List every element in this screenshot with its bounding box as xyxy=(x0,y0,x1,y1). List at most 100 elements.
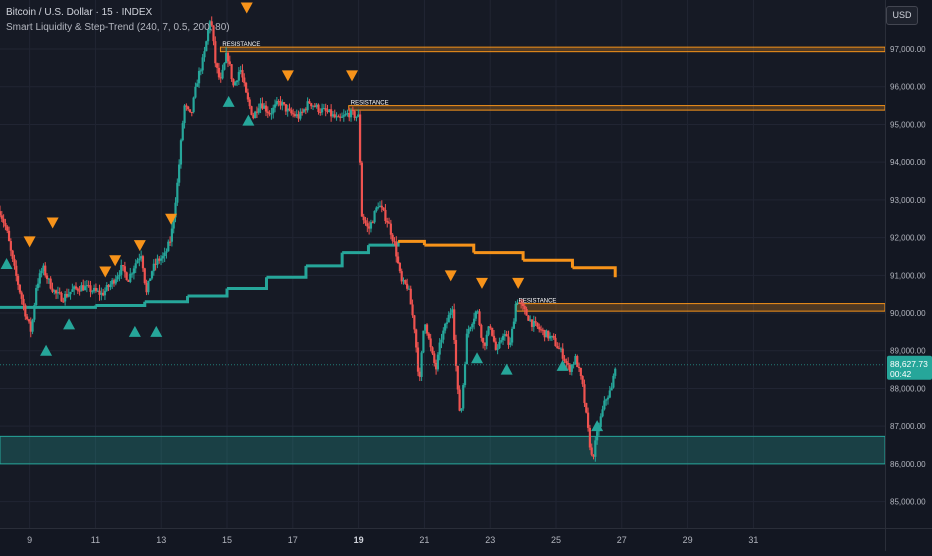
candle-body xyxy=(239,70,242,72)
candle-body xyxy=(541,329,544,331)
resistance-zone-label: RESISTANCE xyxy=(351,101,389,107)
candle-body xyxy=(121,265,125,267)
candle-body xyxy=(538,326,541,330)
time-axis[interactable]: 9 11 13 15 17 19 21 23 25 27 29 31 xyxy=(0,528,885,551)
candle-body xyxy=(467,328,470,334)
candle-body xyxy=(237,71,240,81)
candle-body xyxy=(402,280,405,282)
candle-body xyxy=(145,283,148,293)
candle-body xyxy=(179,140,183,165)
candle-body xyxy=(197,70,201,84)
candle-body xyxy=(4,222,7,227)
resistance-zone xyxy=(219,46,886,53)
candle-body xyxy=(322,108,325,110)
candle-body xyxy=(491,327,494,336)
candle-body xyxy=(418,371,421,377)
candle-body xyxy=(225,52,228,64)
legend-symbol-title[interactable]: Bitcoin / U.S. Dollar · 15 · INDEX xyxy=(6,7,153,18)
candle-body xyxy=(53,290,56,292)
legend-indicator-name[interactable]: Smart Liquidity & Step-Trend (240, 7, 0.… xyxy=(6,22,230,33)
price-tick-label: 91,000.00 xyxy=(890,271,926,280)
candle-body xyxy=(132,268,136,274)
candle-body xyxy=(599,416,602,427)
candle-body xyxy=(451,309,454,313)
candle-body xyxy=(156,258,159,265)
candle-body xyxy=(36,283,40,289)
candle-body xyxy=(353,111,356,118)
candle-body xyxy=(521,303,525,307)
candle-body xyxy=(60,292,63,302)
candle-body xyxy=(47,278,50,280)
candle-body xyxy=(369,222,373,229)
candle-body xyxy=(228,61,231,65)
candle-body xyxy=(6,226,9,231)
candle-body xyxy=(362,216,365,221)
candle-body xyxy=(62,301,65,303)
candle-body xyxy=(458,389,461,411)
candle-body xyxy=(476,311,479,313)
resistance-zone-label: RESISTANCE xyxy=(519,299,557,305)
price-axis[interactable]: 97,000.00 96,000.00 95,000.00 94,000.00 93,0… xyxy=(885,0,932,528)
candle-body xyxy=(208,21,211,30)
candle-body xyxy=(516,302,519,304)
candle-body xyxy=(333,114,336,118)
candle-body xyxy=(532,321,535,327)
candle-body xyxy=(174,202,177,218)
time-tick-label: 17 xyxy=(288,535,298,545)
candle-body xyxy=(33,305,36,320)
candle-body xyxy=(11,250,14,259)
candle-body xyxy=(445,322,449,324)
candle-body xyxy=(116,276,119,280)
candle-body xyxy=(18,284,22,293)
candle-body xyxy=(348,113,351,118)
candle-body xyxy=(315,104,318,107)
candle-body xyxy=(411,304,414,316)
sell-signal-triangle xyxy=(165,213,178,225)
candle-body xyxy=(221,69,224,79)
candle-body xyxy=(73,286,76,290)
candle-body xyxy=(601,409,604,417)
candle-body xyxy=(396,256,400,264)
candle-body xyxy=(568,364,572,372)
candle-body xyxy=(254,111,257,119)
time-tick-label: 15 xyxy=(222,535,232,545)
candle-body xyxy=(605,399,608,401)
candle-body xyxy=(559,348,563,350)
candle-body xyxy=(141,256,145,269)
candle-body xyxy=(529,319,532,321)
buy-signal-triangle xyxy=(63,318,76,330)
candle-body xyxy=(87,285,90,287)
candle-body xyxy=(138,258,141,261)
candle-body xyxy=(140,256,143,259)
chart-plot-area[interactable]: RESISTANCE RESISTANCE RESISTANCE Bitcoin /… xyxy=(0,0,886,528)
candle-body xyxy=(244,82,248,93)
candle-body xyxy=(530,319,534,327)
candle-body xyxy=(436,354,439,370)
candle-body xyxy=(297,114,300,119)
candle-body xyxy=(27,319,31,322)
buy-signal-triangle xyxy=(471,352,484,364)
candle-body xyxy=(590,447,593,455)
candle-body xyxy=(261,103,264,109)
candle-body xyxy=(103,290,107,296)
candle-body xyxy=(15,265,18,276)
candle-body xyxy=(219,77,222,79)
candle-body xyxy=(485,334,488,346)
candle-body xyxy=(24,305,27,317)
candle-body xyxy=(447,314,450,323)
price-chart[interactable]: RESISTANCE RESISTANCE RESISTANCE xyxy=(0,0,886,528)
candle-body xyxy=(320,108,324,113)
price-tick-label: 97,000.00 xyxy=(890,45,926,54)
price-axis-labels: 97,000.00 96,000.00 95,000.00 94,000.00 93,0… xyxy=(887,45,932,507)
candle-body xyxy=(319,112,322,114)
candle-body xyxy=(7,230,11,242)
candle-body xyxy=(310,103,313,107)
candle-body xyxy=(89,285,92,292)
currency-button[interactable]: USD xyxy=(886,6,918,25)
candle-body xyxy=(489,326,492,328)
candle-body xyxy=(563,358,566,362)
candle-body xyxy=(330,109,333,117)
candle-body xyxy=(268,112,271,115)
candle-body xyxy=(159,258,163,261)
candle-body xyxy=(91,291,94,293)
